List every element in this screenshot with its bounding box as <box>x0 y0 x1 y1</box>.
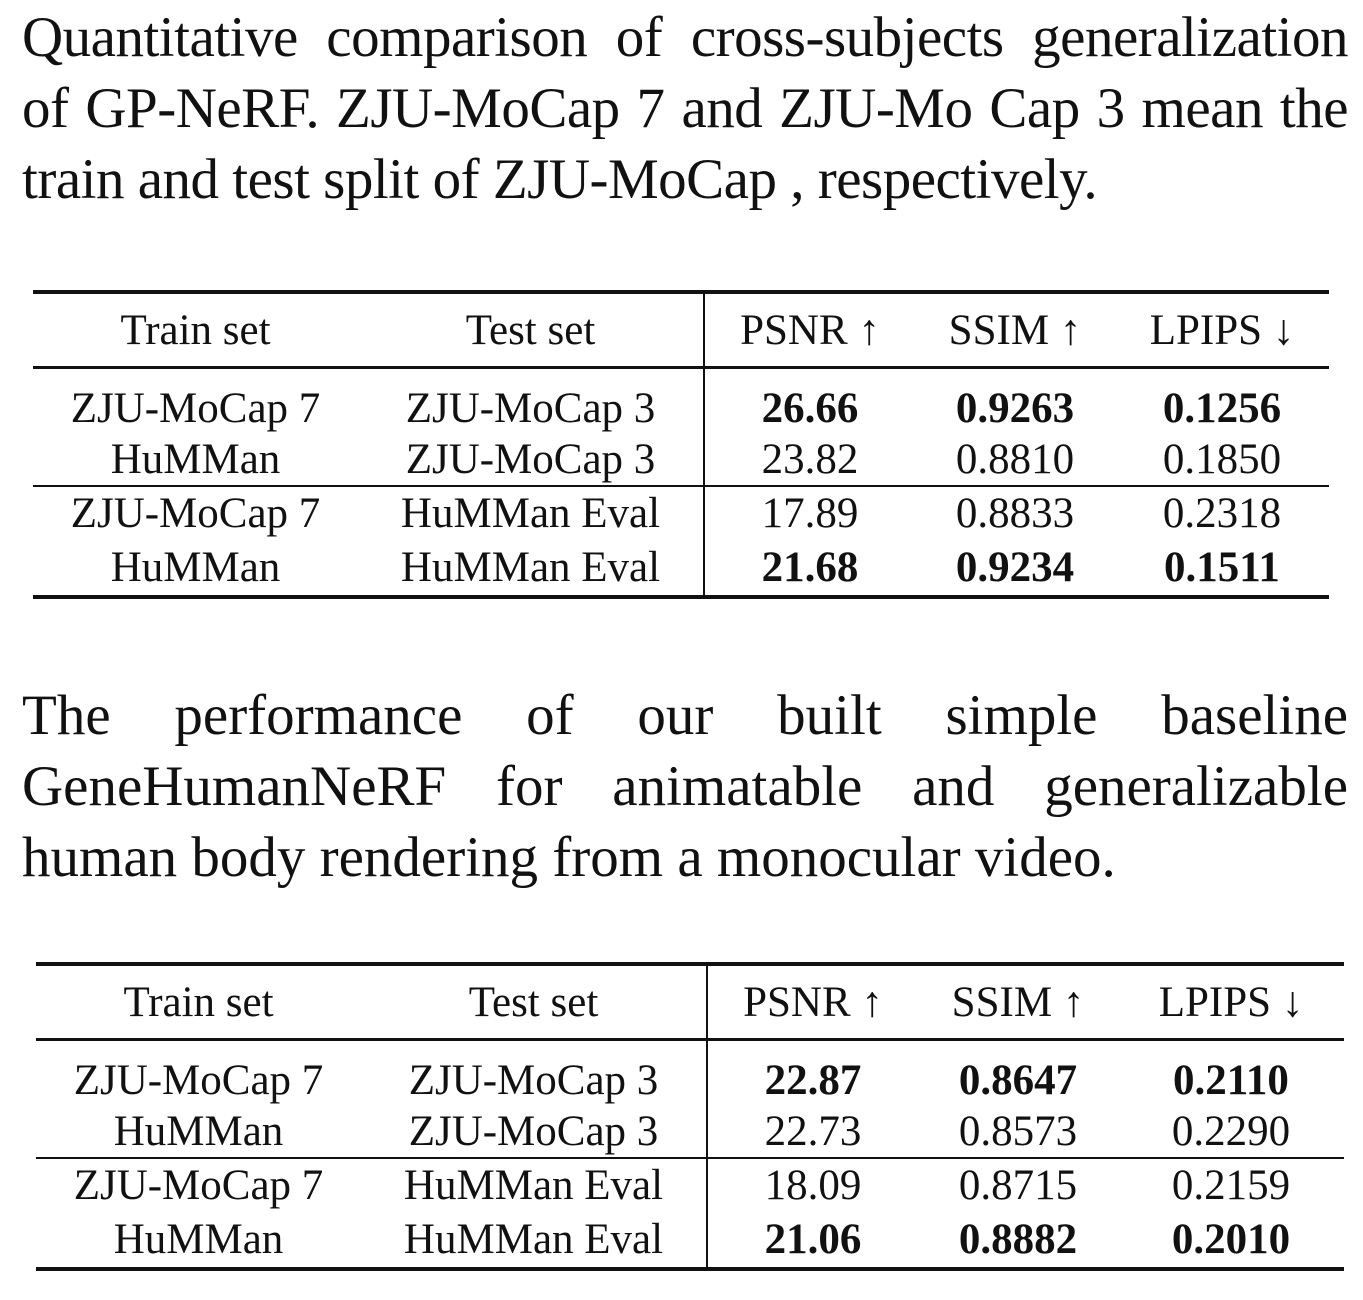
cell-lpips: 0.1256 <box>1162 384 1282 432</box>
cell-psnr: 26.66 <box>761 384 859 432</box>
header-train-set: Train set <box>33 290 358 369</box>
cell-lpips: 0.2159 <box>1118 1157 1344 1211</box>
cell-psnr: 21.68 <box>704 539 915 599</box>
cell-train: HuMMan <box>36 1211 361 1271</box>
table-row: ZJU-MoCap 7 ZJU-MoCap 3 26.66 0.9263 0.1… <box>33 367 1329 433</box>
cell-ssim: 0.8810 <box>955 435 1075 483</box>
cell-test: HuMMan Eval <box>361 1157 708 1211</box>
table-row: HuMMan HuMMan Eval 21.06 0.8882 0.2010 <box>36 1211 1344 1271</box>
cell-psnr: 22.87 <box>764 1056 862 1104</box>
cell-train: HuMMan <box>33 539 358 599</box>
cell-lpips: 0.1850 <box>1162 435 1282 483</box>
table-header-row: Train set Test set PSNR ↑ SSIM ↑ LPIPS ↓ <box>36 962 1344 1041</box>
header-psnr: PSNR ↑ <box>704 290 915 369</box>
header-psnr: PSNR ↑ <box>707 962 918 1041</box>
table-row: HuMMan HuMMan Eval 21.68 0.9234 0.1511 <box>33 539 1329 599</box>
cell-train: ZJU-MoCap 7 <box>70 384 321 432</box>
cell-test: HuMMan Eval <box>358 539 705 599</box>
table-row: HuMMan ZJU-MoCap 3 22.73 0.8573 0.2290 <box>36 1105 1344 1158</box>
cell-ssim: 0.9263 <box>955 384 1075 432</box>
table1-caption: Quantitative comparison of cross-subject… <box>22 6 1349 211</box>
cell-ssim: 0.8715 <box>918 1157 1118 1211</box>
cell-ssim: 0.9234 <box>915 539 1115 599</box>
cell-lpips: 0.2110 <box>1173 1056 1289 1104</box>
table-row: HuMMan ZJU-MoCap 3 23.82 0.8810 0.1850 <box>33 433 1329 486</box>
table-cross-subject-generalization: Train set Test set PSNR ↑ SSIM ↑ LPIPS ↓… <box>33 290 1329 599</box>
table-row: ZJU-MoCap 7 HuMMan Eval 18.09 0.8715 0.2… <box>36 1157 1344 1211</box>
cell-train: HuMMan <box>110 435 281 483</box>
cell-train: ZJU-MoCap 7 <box>73 1056 324 1104</box>
cell-test: HuMMan Eval <box>361 1211 708 1271</box>
header-test-set: Test set <box>361 962 708 1041</box>
table-row: ZJU-MoCap 7 HuMMan Eval 17.89 0.8833 0.2… <box>33 485 1329 539</box>
header-test-set: Test set <box>358 290 705 369</box>
cell-psnr: 23.82 <box>761 435 859 483</box>
cell-train: HuMMan <box>113 1107 284 1155</box>
cell-ssim: 0.8882 <box>918 1211 1118 1271</box>
table2-caption: The performance of our built simple base… <box>22 684 1348 889</box>
cell-psnr: 21.06 <box>707 1211 918 1271</box>
cell-psnr: 22.73 <box>764 1107 862 1155</box>
cell-lpips: 0.2290 <box>1171 1107 1291 1155</box>
header-ssim: SSIM ↑ <box>918 962 1118 1041</box>
cell-test: ZJU-MoCap 3 <box>358 367 705 433</box>
header-lpips: LPIPS ↓ <box>1115 290 1329 369</box>
cell-psnr: 17.89 <box>704 485 915 539</box>
cell-train: ZJU-MoCap 7 <box>36 1157 361 1211</box>
cell-test: ZJU-MoCap 3 <box>361 1105 708 1158</box>
cell-ssim: 0.8647 <box>958 1056 1078 1104</box>
cell-ssim: 0.8833 <box>915 485 1115 539</box>
cell-test: ZJU-MoCap 3 <box>361 1039 708 1105</box>
table-genehumannerf-baseline: Train set Test set PSNR ↑ SSIM ↑ LPIPS ↓… <box>36 962 1344 1271</box>
cell-ssim: 0.8573 <box>958 1107 1078 1155</box>
cell-psnr: 18.09 <box>707 1157 918 1211</box>
cell-lpips: 0.2318 <box>1115 485 1329 539</box>
table-row: ZJU-MoCap 7 ZJU-MoCap 3 22.87 0.8647 0.2… <box>36 1039 1344 1105</box>
cell-test: ZJU-MoCap 3 <box>358 433 705 486</box>
cell-test: HuMMan Eval <box>358 485 705 539</box>
cell-train: ZJU-MoCap 7 <box>33 485 358 539</box>
header-ssim: SSIM ↑ <box>915 290 1115 369</box>
cell-lpips: 0.1511 <box>1115 539 1329 599</box>
header-train-set: Train set <box>36 962 361 1041</box>
cell-lpips: 0.2010 <box>1118 1211 1344 1271</box>
header-lpips: LPIPS ↓ <box>1118 962 1344 1041</box>
table-header-row: Train set Test set PSNR ↑ SSIM ↑ LPIPS ↓ <box>33 290 1329 369</box>
